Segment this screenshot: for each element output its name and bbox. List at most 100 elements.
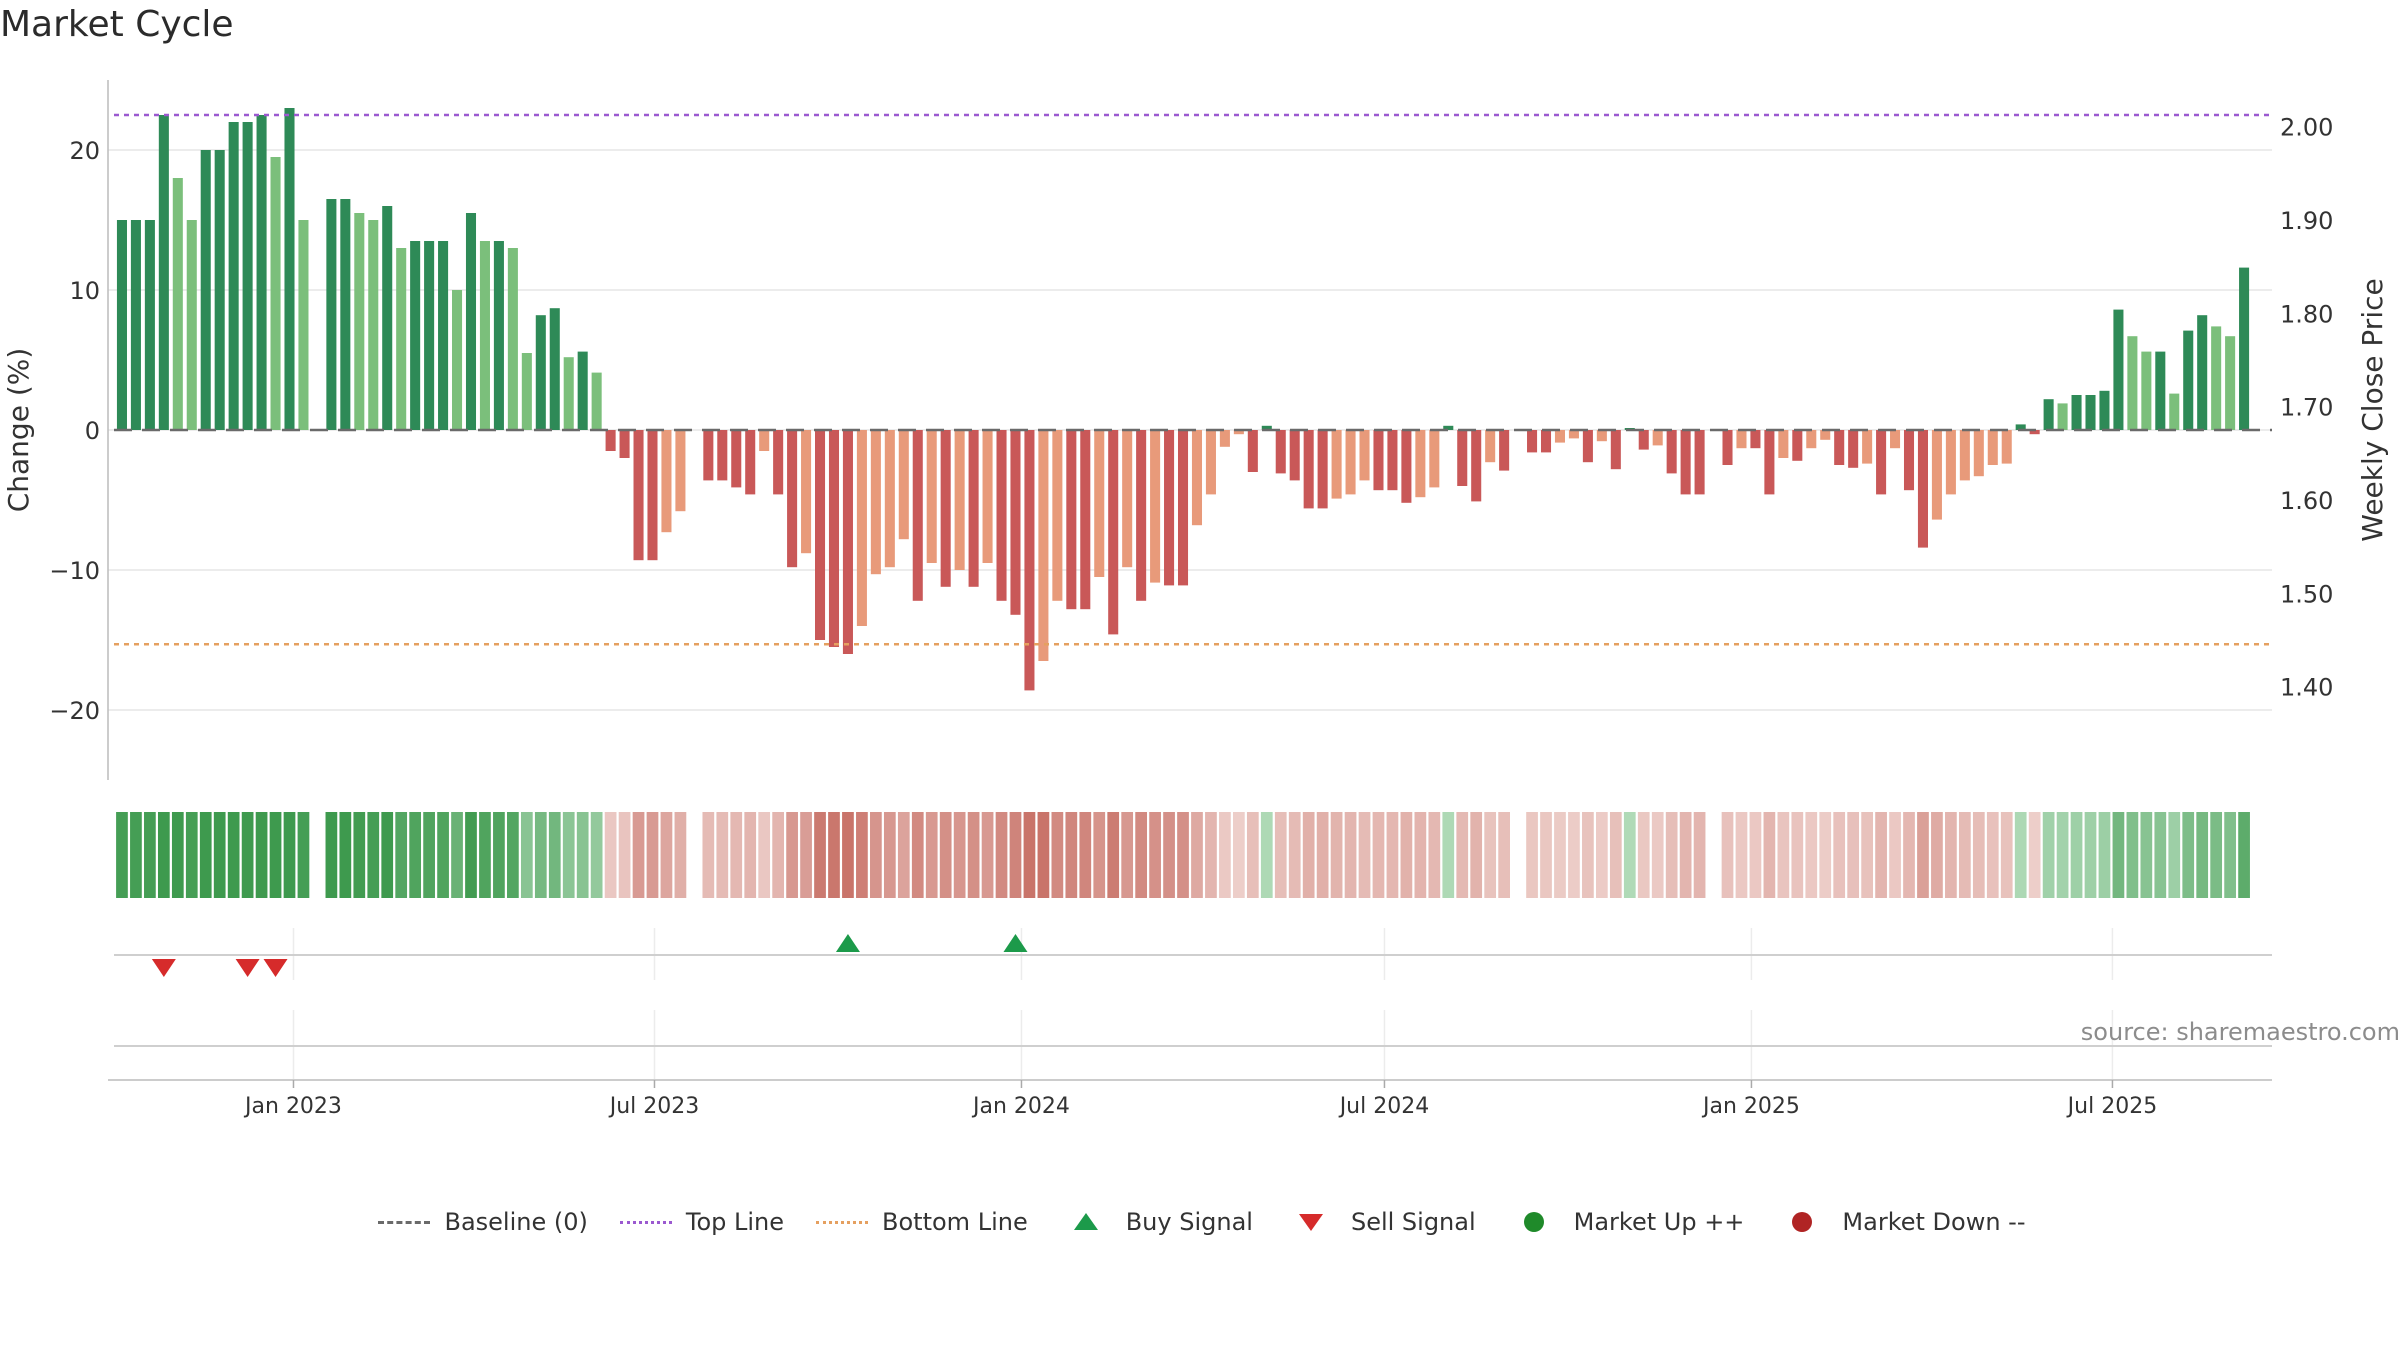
change-bar: [773, 430, 784, 495]
change-bar: [1010, 430, 1021, 615]
change-bar: [2183, 330, 2194, 430]
regime-cell: [1637, 812, 1650, 898]
regime-cell: [967, 812, 980, 898]
change-bar: [270, 157, 281, 430]
regime-cell: [1484, 812, 1497, 898]
change-bar: [1415, 430, 1426, 498]
regime-cell: [1554, 812, 1566, 898]
regime-cell: [702, 812, 715, 898]
change-bar: [396, 248, 407, 430]
regime-cell: [1274, 812, 1287, 898]
change-bar: [2099, 390, 2110, 430]
regime-cell: [241, 812, 254, 898]
regime-cell: [660, 812, 673, 898]
regime-cell: [2238, 812, 2250, 898]
regime-cell: [2028, 812, 2041, 898]
regime-cell: [1037, 812, 1050, 898]
change-bar: [438, 241, 449, 430]
regime-cell: [1233, 812, 1245, 898]
regime-cell: [772, 812, 785, 898]
change-bar: [242, 122, 253, 430]
change-bar: [647, 430, 658, 561]
regime-cell: [814, 812, 826, 898]
regime-cell: [423, 812, 435, 898]
regime-cell: [116, 812, 128, 898]
change-bar: [1108, 430, 1119, 635]
regime-cell: [2014, 812, 2027, 898]
regime-cell: [283, 812, 296, 898]
x-tick-label: Jan 2024: [971, 1094, 1070, 1119]
change-bar: [1527, 430, 1538, 453]
y-tick-label-right: 1.70: [2280, 394, 2333, 422]
chart-title: Market Cycle: [0, 4, 234, 45]
change-bar: [1471, 430, 1482, 502]
y-tick-label-right: 1.40: [2280, 674, 2333, 702]
change-bar: [144, 220, 155, 430]
dotted-legend-icon: [616, 1210, 676, 1234]
change-bar: [172, 178, 183, 430]
regime-cell: [604, 812, 617, 898]
change-bar: [968, 430, 979, 587]
regime-cell: [269, 812, 282, 898]
change-bar: [1289, 430, 1300, 481]
change-bar: [2113, 309, 2124, 430]
regime-cell: [213, 812, 226, 898]
change-bar: [1540, 430, 1552, 453]
change-bar: [926, 430, 937, 563]
change-bar: [1987, 430, 1998, 465]
regime-cell: [870, 812, 882, 898]
change-bar: [912, 430, 923, 601]
regime-cell: [646, 812, 659, 898]
change-bar: [1638, 430, 1649, 450]
regime-cell: [1414, 812, 1427, 898]
regime-cell: [1889, 812, 1901, 898]
change-bar: [1177, 430, 1189, 586]
change-bar: [982, 430, 993, 563]
change-bar: [898, 430, 909, 540]
change-bar: [675, 430, 686, 512]
regime-cell: [618, 812, 631, 898]
x-tick-label: Jan 2023: [243, 1094, 342, 1119]
regime-cell: [1065, 812, 1078, 898]
change-bar: [2071, 395, 2082, 430]
regime-cell: [1679, 812, 1692, 898]
change-bar: [1191, 430, 1203, 526]
change-bar: [424, 241, 435, 430]
regime-cell: [1972, 812, 1985, 898]
change-bar: [2197, 315, 2208, 430]
change-bar: [884, 430, 895, 568]
change-bar: [256, 115, 267, 430]
change-bar: [1862, 430, 1873, 464]
change-bar: [326, 199, 337, 430]
change-bar: [1764, 430, 1775, 495]
regime-cell: [493, 812, 505, 898]
regime-cell: [1386, 812, 1399, 898]
change-bar: [2239, 267, 2250, 430]
regime-cell: [1330, 812, 1343, 898]
change-bar: [1136, 430, 1147, 601]
regime-cell: [2126, 812, 2139, 898]
change-bar: [410, 241, 421, 430]
change-bar: [633, 430, 644, 561]
change-bar: [2001, 430, 2012, 464]
change-bar: [828, 430, 840, 647]
change-bar: [954, 430, 965, 570]
change-bar: [1792, 430, 1803, 461]
sell-signal-marker: [263, 959, 288, 977]
regime-cell: [1903, 812, 1915, 898]
change-bar: [2211, 326, 2222, 430]
y-tick-label-left: 0: [85, 417, 100, 445]
change-bar: [1233, 430, 1244, 435]
regime-cell: [1358, 812, 1371, 898]
change-bar: [1736, 430, 1747, 449]
change-bar: [1303, 430, 1314, 509]
change-bar: [1750, 430, 1761, 449]
y-axis-label-right: Weekly Close Price: [2356, 278, 2389, 541]
regime-cell: [534, 812, 547, 898]
regime-cell: [744, 812, 757, 898]
regime-cell: [1288, 812, 1301, 898]
legend-label: Top Line: [685, 1208, 785, 1236]
y-axis-label-left: Change (%): [2, 348, 35, 513]
regime-cell: [1665, 812, 1678, 898]
